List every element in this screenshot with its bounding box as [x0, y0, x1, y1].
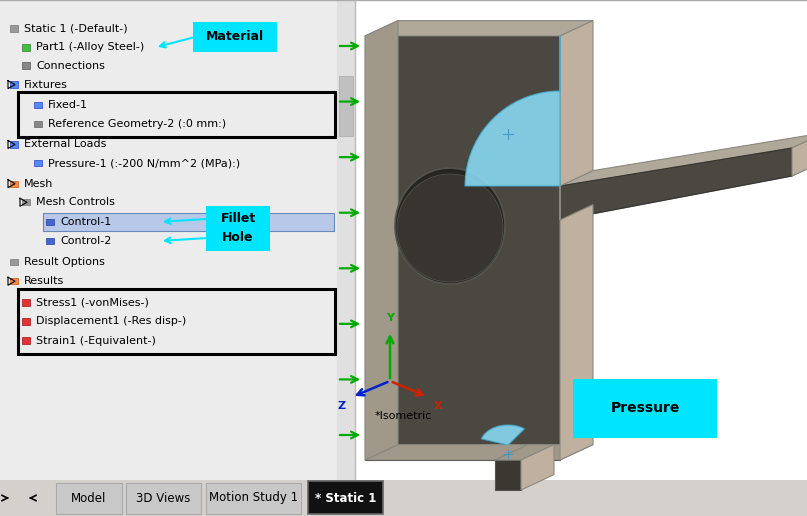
Text: * Static 1: * Static 1	[315, 492, 376, 505]
Bar	[337, 0, 355, 480]
Bar	[495, 460, 521, 490]
Bar	[126, 483, 201, 514]
Text: Reference Geometry-2 (:0 mm:): Reference Geometry-2 (:0 mm:)	[48, 119, 226, 129]
Text: Part1 (-Alloy Steel-): Part1 (-Alloy Steel-)	[36, 42, 144, 53]
Bar	[18, 289, 335, 353]
FancyBboxPatch shape	[206, 206, 270, 232]
Polygon shape	[560, 160, 807, 220]
Bar	[43, 213, 334, 231]
Bar	[10, 141, 19, 148]
Ellipse shape	[397, 174, 503, 282]
Bar	[10, 25, 19, 31]
Bar	[22, 318, 30, 325]
FancyBboxPatch shape	[206, 225, 270, 251]
Bar	[339, 76, 353, 136]
Text: Z: Z	[338, 401, 346, 411]
Text: Connections: Connections	[36, 60, 105, 71]
Text: Control-2: Control-2	[60, 236, 111, 246]
Bar	[10, 82, 19, 88]
Text: Pressure: Pressure	[610, 401, 679, 415]
Polygon shape	[465, 36, 560, 186]
Text: Mesh Controls: Mesh Controls	[36, 197, 115, 207]
Polygon shape	[495, 445, 554, 460]
Text: Hole: Hole	[222, 232, 253, 245]
Polygon shape	[365, 445, 593, 460]
Text: Material: Material	[206, 30, 264, 43]
Bar	[22, 199, 30, 205]
Ellipse shape	[395, 168, 505, 284]
Text: Control-1: Control-1	[60, 217, 111, 227]
Bar	[18, 92, 335, 137]
Bar	[46, 219, 54, 225]
Bar	[34, 102, 42, 108]
Bar	[0, 480, 807, 516]
Bar	[0, 0, 355, 480]
Text: Results: Results	[24, 276, 65, 286]
Text: External Loads: External Loads	[24, 139, 107, 150]
Polygon shape	[560, 133, 807, 186]
Text: Displacement1 (-Res disp-): Displacement1 (-Res disp-)	[36, 316, 186, 327]
Text: Strain1 (-Equivalent-): Strain1 (-Equivalent-)	[36, 335, 156, 346]
Text: 3D Views: 3D Views	[136, 492, 190, 505]
Text: X: X	[434, 401, 442, 411]
Bar	[46, 238, 54, 244]
Bar	[10, 259, 19, 265]
Bar	[22, 44, 30, 51]
Text: Stress1 (-vonMises-): Stress1 (-vonMises-)	[36, 297, 148, 308]
Text: Fixed-1: Fixed-1	[48, 100, 88, 110]
Bar	[34, 121, 42, 127]
Bar	[10, 181, 19, 187]
Bar	[22, 62, 30, 69]
Bar	[34, 160, 42, 166]
Text: *Isometric: *Isometric	[375, 411, 433, 421]
Bar	[10, 278, 19, 284]
Polygon shape	[560, 21, 593, 460]
Polygon shape	[365, 36, 560, 460]
Bar	[22, 299, 30, 305]
FancyBboxPatch shape	[573, 379, 717, 438]
Text: Result Options: Result Options	[24, 257, 105, 267]
Text: Motion Study 1: Motion Study 1	[209, 492, 298, 505]
Polygon shape	[365, 21, 398, 460]
Bar	[355, 0, 807, 480]
Text: Mesh: Mesh	[24, 179, 53, 189]
Polygon shape	[521, 445, 554, 490]
Polygon shape	[481, 425, 525, 445]
Bar	[56, 483, 122, 514]
Text: Fixtures: Fixtures	[24, 79, 68, 90]
Bar	[308, 481, 383, 514]
Text: Y: Y	[386, 313, 394, 323]
Text: Fillet: Fillet	[220, 213, 256, 225]
Bar	[206, 483, 301, 514]
Bar	[22, 337, 30, 344]
Polygon shape	[365, 21, 593, 36]
Text: Model: Model	[71, 492, 107, 505]
Text: Pressure-1 (:-200 N/mm^2 (MPa):): Pressure-1 (:-200 N/mm^2 (MPa):)	[48, 158, 240, 168]
Polygon shape	[792, 133, 807, 176]
Text: Static 1 (-Default-): Static 1 (-Default-)	[24, 23, 128, 34]
FancyBboxPatch shape	[193, 22, 277, 52]
Polygon shape	[560, 148, 792, 220]
